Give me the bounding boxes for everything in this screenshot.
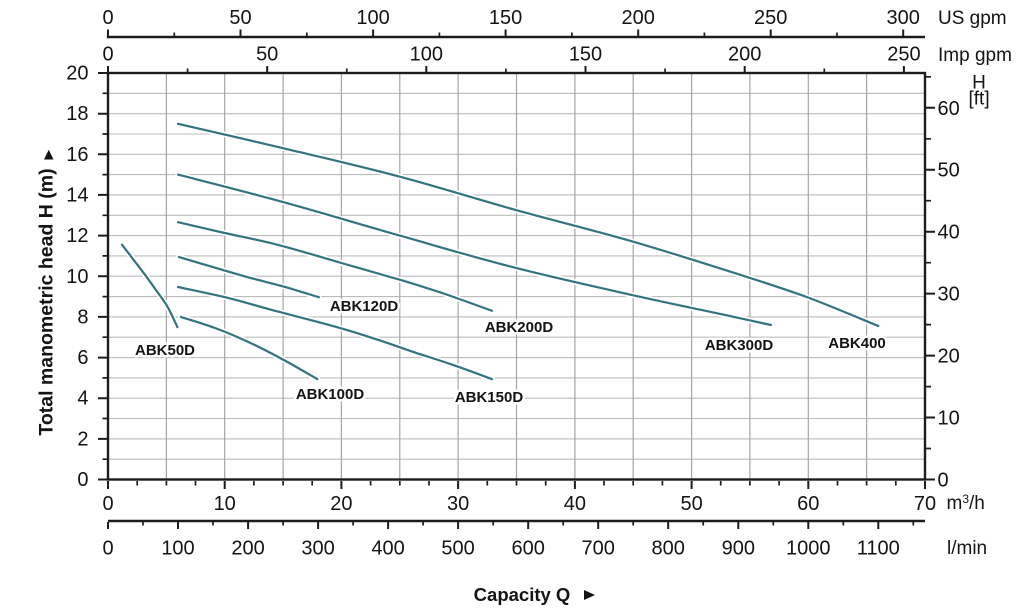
svg-text:0: 0 xyxy=(77,469,88,491)
svg-text:ABK120D: ABK120D xyxy=(330,298,399,315)
svg-text:12: 12 xyxy=(66,225,88,247)
svg-text:150: 150 xyxy=(569,44,602,66)
svg-text:50: 50 xyxy=(229,7,251,29)
svg-text:700: 700 xyxy=(582,538,615,560)
svg-text:20: 20 xyxy=(66,63,88,85)
svg-text:0: 0 xyxy=(102,538,113,560)
svg-text:40: 40 xyxy=(564,493,586,515)
svg-text:50: 50 xyxy=(680,493,702,515)
svg-text:400: 400 xyxy=(371,538,404,560)
svg-text:[ft]: [ft] xyxy=(969,89,990,110)
svg-text:50: 50 xyxy=(938,160,960,182)
svg-text:0: 0 xyxy=(102,7,113,29)
svg-text:500: 500 xyxy=(441,538,474,560)
svg-text:4: 4 xyxy=(77,388,88,410)
svg-text:ABK100D: ABK100D xyxy=(296,386,365,403)
svg-text:60: 60 xyxy=(938,98,960,120)
svg-text:30: 30 xyxy=(938,284,960,306)
svg-text:18: 18 xyxy=(66,103,88,125)
svg-text:600: 600 xyxy=(512,538,545,560)
svg-text:2: 2 xyxy=(77,428,88,450)
svg-text:m3/h: m3/h xyxy=(947,492,985,514)
svg-text:300: 300 xyxy=(301,538,334,560)
svg-text:H: H xyxy=(972,73,986,94)
svg-text:300: 300 xyxy=(887,7,920,29)
svg-text:0: 0 xyxy=(938,470,949,492)
svg-text:8: 8 xyxy=(77,306,88,328)
svg-text:Imp gpm: Imp gpm xyxy=(938,45,1012,66)
svg-text:l/min: l/min xyxy=(947,538,987,559)
svg-text:100: 100 xyxy=(161,538,194,560)
svg-text:20: 20 xyxy=(938,346,960,368)
svg-text:1000: 1000 xyxy=(786,538,831,560)
svg-text:60: 60 xyxy=(797,493,819,515)
svg-text:100: 100 xyxy=(356,7,389,29)
svg-text:10: 10 xyxy=(214,493,236,515)
svg-text:14: 14 xyxy=(66,184,88,206)
svg-text:40: 40 xyxy=(938,222,960,244)
svg-text:30: 30 xyxy=(447,493,469,515)
svg-text:0: 0 xyxy=(102,493,113,515)
svg-text:150: 150 xyxy=(489,7,522,29)
svg-text:0: 0 xyxy=(102,44,113,66)
svg-text:6: 6 xyxy=(77,347,88,369)
svg-text:ABK200D: ABK200D xyxy=(485,319,554,336)
svg-text:200: 200 xyxy=(728,44,761,66)
svg-text:10: 10 xyxy=(938,408,960,430)
svg-text:ABK50D: ABK50D xyxy=(135,342,195,359)
svg-text:Total manometric head H (m): Total manometric head H (m) xyxy=(36,168,58,435)
svg-text:ABK400: ABK400 xyxy=(828,335,886,352)
svg-text:900: 900 xyxy=(722,538,755,560)
svg-text:200: 200 xyxy=(231,538,264,560)
svg-text:20: 20 xyxy=(330,493,352,515)
svg-text:16: 16 xyxy=(66,144,88,166)
svg-text:ABK300D: ABK300D xyxy=(705,337,774,354)
svg-text:100: 100 xyxy=(410,44,443,66)
svg-text:50: 50 xyxy=(256,44,278,66)
svg-text:200: 200 xyxy=(622,7,655,29)
svg-text:Capacity Q: Capacity Q xyxy=(474,584,571,605)
svg-text:70: 70 xyxy=(914,493,936,515)
svg-text:US gpm: US gpm xyxy=(938,8,1007,29)
svg-text:250: 250 xyxy=(887,44,920,66)
svg-text:10: 10 xyxy=(66,266,88,288)
svg-text:ABK150D: ABK150D xyxy=(455,389,524,406)
svg-text:800: 800 xyxy=(652,538,685,560)
svg-text:250: 250 xyxy=(754,7,787,29)
svg-text:1100: 1100 xyxy=(857,538,900,560)
